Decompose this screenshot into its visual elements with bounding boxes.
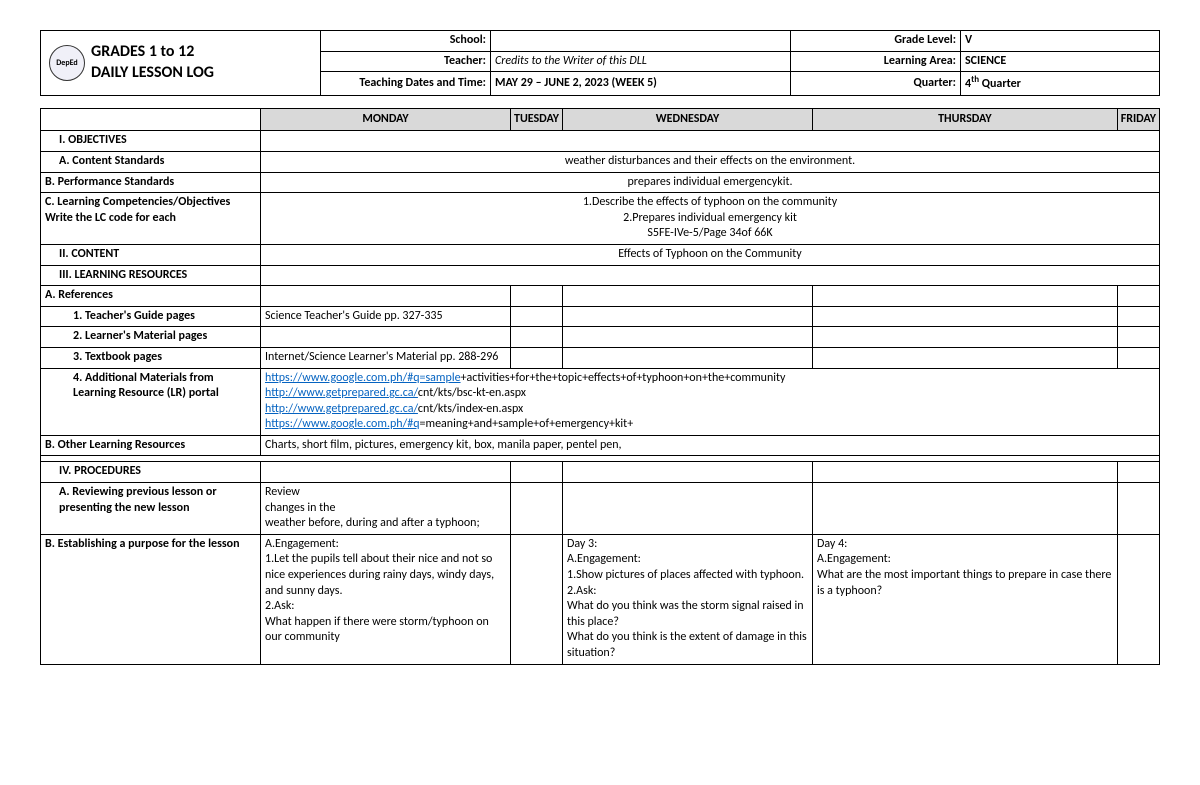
proc-thu (813, 462, 1118, 483)
performance-label: B. Performance Standards (41, 172, 261, 193)
link-1[interactable]: https://www.google.com.ph/#q=sample (265, 371, 461, 385)
performance: prepares individual emergencykit. (261, 172, 1160, 193)
tb-label: 3. Textbook pages (41, 347, 261, 368)
tg-wed (563, 306, 813, 327)
link-2-rest: cnt/kts/bsc-kt-en.aspx (418, 386, 526, 400)
proc-mon (261, 462, 511, 483)
lesson-table: MONDAY TUESDAY WEDNESDAY THURSDAY FRIDAY… (40, 108, 1160, 665)
proc-tue (511, 462, 563, 483)
day-mon: MONDAY (261, 108, 511, 131)
review-wed (563, 483, 813, 535)
header-table: DepEd GRADES 1 to 12 DAILY LESSON LOG Sc… (40, 30, 1160, 96)
references-mon (261, 286, 511, 307)
link-3-rest: cnt/kts/index-en.aspx (418, 402, 523, 416)
day-thu: THURSDAY (813, 108, 1118, 131)
objectives-label: I. OBJECTIVES (41, 131, 261, 152)
tg-tue (511, 306, 563, 327)
content-label: II. CONTENT (41, 244, 261, 265)
content-standards: weather disturbances and their effects o… (261, 151, 1160, 172)
lm-mon (261, 327, 511, 348)
other-label: B. Other Learning Resources (41, 435, 261, 456)
review-tue (511, 483, 563, 535)
tb-tue (511, 347, 563, 368)
review-fri (1117, 483, 1159, 535)
lm-fri (1117, 327, 1159, 348)
competencies-l3: S5FE-IVe-5/Page 34of 66K (647, 226, 772, 240)
title-line-1: GRADES 1 to 12 (91, 42, 194, 61)
references-fri (1117, 286, 1159, 307)
title-cell: DepEd GRADES 1 to 12 DAILY LESSON LOG (41, 31, 321, 96)
quarter-rest: Quarter (979, 77, 1021, 91)
purpose-fri (1117, 534, 1159, 664)
competencies-label: C. Learning Competencies/Objectives Writ… (41, 193, 261, 245)
link-4[interactable]: https://www.google.com.ph/#q (265, 417, 420, 431)
proc-fri (1117, 462, 1159, 483)
day-fri: FRIDAY (1117, 108, 1159, 131)
purpose-thu: Day 4: A.Engagement: What are the most i… (813, 534, 1118, 664)
procedures-label: IV. PROCEDURES (41, 462, 261, 483)
purpose-mon: A.Engagement: 1.Let the pupils tell abou… (261, 534, 511, 664)
area-value: SCIENCE (961, 51, 1160, 72)
tb-wed (563, 347, 813, 368)
review-thu (813, 483, 1118, 535)
school-value (491, 31, 791, 52)
review-label: A. Reviewing previous lesson or presenti… (41, 483, 261, 535)
quarter-value: 4th Quarter (961, 72, 1160, 96)
teacher-label: Teacher: (321, 51, 491, 72)
deped-logo-icon: DepEd (49, 45, 85, 81)
addl-label: 4. Additional Materials from Learning Re… (41, 368, 261, 435)
day-tue: TUESDAY (511, 108, 563, 131)
resources-blank (261, 265, 1160, 286)
content-standards-label: A. Content Standards (41, 151, 261, 172)
resources-label: III. LEARNING RESOURCES (41, 265, 261, 286)
tg-fri (1117, 306, 1159, 327)
grade-value: V (961, 31, 1160, 52)
title-line-2: DAILY LESSON LOG (91, 63, 214, 82)
review-mon: Review changes in the weather before, du… (261, 483, 511, 535)
area-label: Learning Area: (791, 51, 961, 72)
tg-label: 1. Teacher's Guide pages (41, 306, 261, 327)
tg-mon: Science Teacher's Guide pp. 327-335 (261, 306, 511, 327)
other: Charts, short film, pictures, emergency … (261, 435, 1160, 456)
tg-thu (813, 306, 1118, 327)
link-1-rest: +activities+for+the+topic+effects+of+typ… (461, 371, 786, 385)
link-2[interactable]: http://www.getprepared.gc.ca/ (265, 386, 418, 400)
competencies-l2: 2.Prepares individual emergency kit (623, 211, 797, 225)
dates-label: Teaching Dates and Time: (321, 72, 491, 96)
lm-thu (813, 327, 1118, 348)
grade-label: Grade Level: (791, 31, 961, 52)
purpose-tue (511, 534, 563, 664)
addl-content: https://www.google.com.ph/#q=sample+acti… (261, 368, 1160, 435)
link-3[interactable]: http://www.getprepared.gc.ca/ (265, 402, 418, 416)
lm-label: 2. Learner's Material pages (41, 327, 261, 348)
competencies-l1: 1.Describe the effects of typhoon on the… (583, 195, 837, 209)
references-wed (563, 286, 813, 307)
tb-thu (813, 347, 1118, 368)
tb-mon: Internet/Science Learner's Material pp. … (261, 347, 511, 368)
purpose-label: B. Establishing a purpose for the lesson (41, 534, 261, 664)
blank-corner (41, 108, 261, 131)
title-text: GRADES 1 to 12 DAILY LESSON LOG (91, 42, 214, 84)
day-wed: WEDNESDAY (563, 108, 813, 131)
school-label: School: (321, 31, 491, 52)
teacher-value: Credits to the Writer of this DLL (491, 51, 791, 72)
tb-fri (1117, 347, 1159, 368)
references-tue (511, 286, 563, 307)
dates-value: MAY 29 – JUNE 2, 2023 (WEEK 5) (491, 72, 791, 96)
purpose-wed: Day 3: A.Engagement: 1.Show pictures of … (563, 534, 813, 664)
proc-wed (563, 462, 813, 483)
content: Effects of Typhoon on the Community (261, 244, 1160, 265)
quarter-suffix: th (971, 74, 979, 85)
competencies: 1.Describe the effects of typhoon on the… (261, 193, 1160, 245)
lm-wed (563, 327, 813, 348)
link-4-rest: =meaning+and+sample+of+emergency+kit+ (420, 417, 634, 431)
references-label: A. References (41, 286, 261, 307)
lm-tue (511, 327, 563, 348)
quarter-label: Quarter: (791, 72, 961, 96)
objectives-blank (261, 131, 1160, 152)
references-thu (813, 286, 1118, 307)
